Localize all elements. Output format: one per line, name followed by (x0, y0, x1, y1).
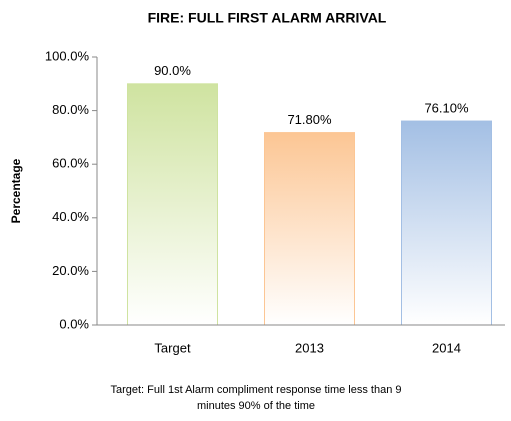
y-tick-label: 40.0% (52, 209, 89, 224)
note: minutes 90% of the time (197, 400, 315, 412)
x-tick-label: 2014 (432, 340, 461, 355)
y-tick-label: 60.0% (52, 156, 89, 171)
bar (127, 83, 218, 326)
y-tick-label: 0.0% (59, 316, 89, 331)
value-label: 71.80% (287, 112, 332, 127)
bar (264, 132, 355, 326)
x-tick-label: Target (154, 340, 191, 355)
y-tick-label: 100.0% (45, 48, 90, 63)
note: Target: Full 1st Alarm compliment respon… (110, 384, 401, 396)
value-label: 76.10% (424, 100, 469, 115)
value-label: 90.0% (154, 63, 191, 78)
chart-title: FIRE: FULL FIRST ALARM ARRIVAL (148, 10, 387, 26)
y-tick-label: 80.0% (52, 102, 89, 117)
x-tick-label: 2013 (295, 340, 324, 355)
y-tick-label: 20.0% (52, 263, 89, 278)
bar (401, 120, 492, 326)
y-axis-label: Percentage (9, 158, 23, 223)
